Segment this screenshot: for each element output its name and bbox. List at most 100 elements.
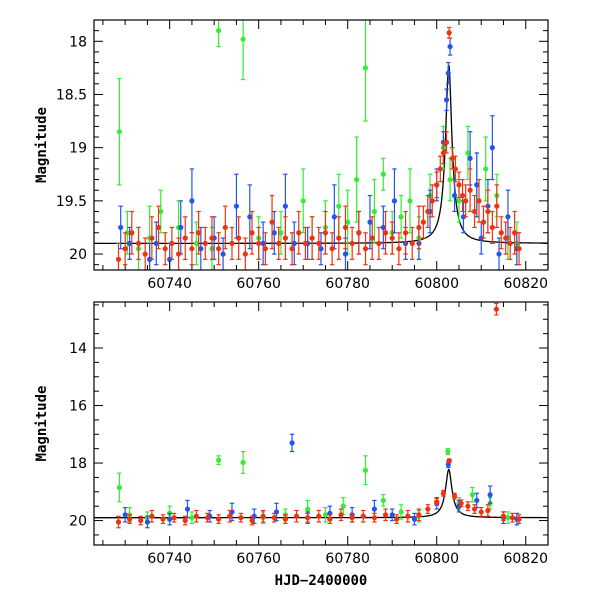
marker [115, 256, 122, 262]
data-point [229, 226, 235, 260]
marker [416, 224, 422, 231]
data-point [429, 184, 435, 218]
marker [278, 230, 284, 236]
data-point [487, 485, 493, 504]
marker [447, 176, 453, 183]
plot-frame [93, 301, 549, 546]
data-point [483, 136, 489, 202]
data-point [380, 157, 386, 191]
data-point [160, 514, 166, 525]
marker [371, 515, 378, 521]
marker [489, 145, 495, 151]
data-point [391, 168, 398, 234]
marker [233, 203, 240, 209]
marker [369, 235, 375, 241]
marker [465, 503, 471, 509]
marker [216, 516, 222, 522]
data-point [115, 515, 122, 529]
marker [382, 230, 389, 236]
marker [229, 240, 235, 247]
data-point [489, 115, 495, 181]
data-point [503, 221, 509, 255]
marker [474, 182, 480, 188]
data-point [127, 514, 133, 525]
data-point [354, 136, 360, 223]
series-0 [116, 448, 511, 525]
data-point [233, 173, 240, 239]
data-point [182, 515, 188, 526]
marker [153, 240, 159, 247]
marker [503, 235, 509, 241]
marker [409, 240, 415, 247]
x-axis-label: HJD−2400000 [275, 573, 368, 589]
series-0 [116, 20, 520, 270]
marker [434, 499, 440, 505]
data-point [434, 171, 440, 199]
data-point [316, 226, 322, 260]
marker [434, 182, 440, 188]
marker [362, 246, 369, 252]
data-point [443, 88, 450, 112]
marker [516, 246, 522, 252]
marker [345, 219, 351, 225]
marker [236, 235, 242, 241]
data-point [416, 508, 422, 522]
x-tick-label: 60800 [414, 551, 459, 567]
data-point [195, 210, 202, 255]
marker [485, 507, 491, 514]
data-point [382, 508, 389, 522]
marker [189, 198, 195, 204]
marker [371, 506, 378, 512]
data-point [516, 232, 522, 266]
marker [149, 513, 155, 519]
data-point [282, 216, 288, 260]
marker [349, 240, 355, 247]
marker [260, 240, 266, 247]
marker [456, 198, 462, 204]
marker [289, 246, 295, 252]
data-point [189, 168, 195, 234]
marker [122, 246, 128, 252]
marker [260, 513, 266, 519]
marker [396, 246, 402, 252]
data-point [118, 205, 124, 250]
x-tick-label: 60780 [325, 276, 370, 292]
marker [371, 208, 378, 215]
marker [198, 246, 204, 252]
marker [138, 517, 144, 524]
marker [291, 240, 297, 247]
marker [195, 230, 202, 236]
marker [116, 484, 122, 491]
marker [362, 65, 369, 71]
data-point [204, 512, 211, 523]
data-point [398, 504, 404, 520]
data-point [371, 512, 378, 523]
data-point [349, 512, 355, 523]
data-point [451, 492, 458, 500]
y-axis-label: Magnitude [34, 386, 50, 462]
marker [318, 246, 324, 252]
marker [269, 219, 275, 225]
marker [500, 513, 507, 519]
marker [162, 246, 168, 252]
marker [463, 198, 469, 204]
marker [124, 230, 130, 236]
marker [160, 516, 166, 522]
marker [505, 515, 511, 521]
data-point [498, 216, 504, 250]
data-point [260, 509, 266, 523]
data-point [362, 455, 369, 486]
marker [354, 176, 360, 183]
marker [425, 506, 431, 512]
data-point [494, 184, 500, 229]
marker [474, 497, 480, 504]
marker [382, 512, 389, 518]
marker [216, 28, 222, 34]
marker [178, 224, 184, 231]
marker [380, 224, 386, 231]
data-point [242, 237, 248, 270]
marker [216, 457, 222, 463]
marker [149, 235, 155, 241]
data-point [512, 210, 518, 255]
